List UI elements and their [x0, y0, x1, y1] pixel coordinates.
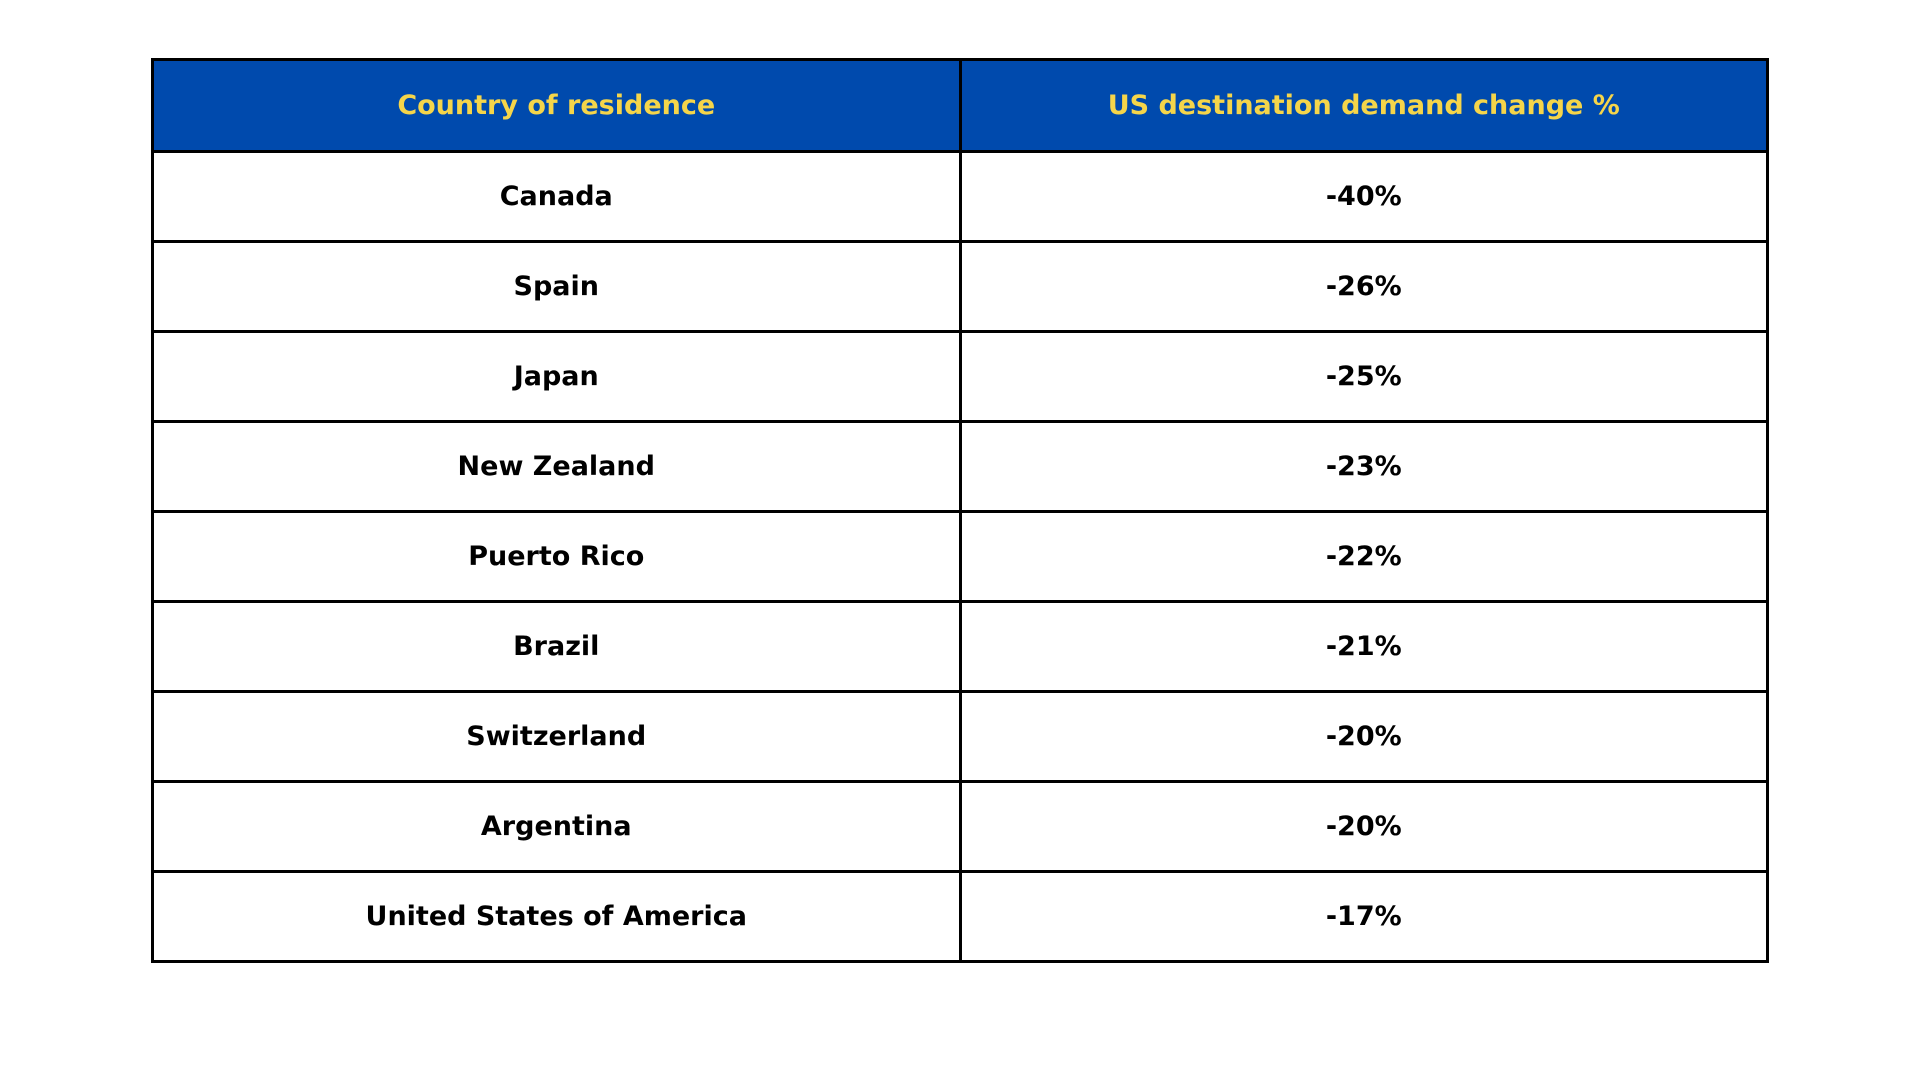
country-cell: Argentina — [151, 780, 962, 873]
country-cell: Canada — [151, 150, 962, 243]
table-row: Canada -40% — [151, 150, 1769, 243]
table-row: Spain -26% — [151, 240, 1769, 333]
table-head: Country of residence US destination deman… — [151, 58, 1769, 153]
change-cell: -25% — [958, 330, 1769, 423]
country-cell: Japan — [151, 330, 962, 423]
change-cell: -23% — [958, 420, 1769, 513]
table-row: Puerto Rico -22% — [151, 510, 1769, 603]
table-body: Canada -40% Spain -26% Japan -25% New Zealand -… — [151, 150, 1769, 963]
table-row: New Zealand -23% — [151, 420, 1769, 513]
header-cell: Country of residence — [151, 58, 962, 153]
change-cell: -21% — [958, 600, 1769, 693]
table-row: Switzerland -20% — [151, 690, 1769, 783]
country-cell: Spain — [151, 240, 962, 333]
table-row: Japan -25% — [151, 330, 1769, 423]
demand-table: Country of residence US destination deman… — [151, 58, 1769, 963]
table-row: United States of America -17% — [151, 870, 1769, 963]
header-cell: US destination demand change % — [958, 58, 1769, 153]
country-cell: United States of America — [151, 870, 962, 963]
header-row: Country of residence US destination deman… — [151, 58, 1769, 153]
change-cell: -22% — [958, 510, 1769, 603]
country-cell: New Zealand — [151, 420, 962, 513]
country-cell: Brazil — [151, 600, 962, 693]
change-cell: -20% — [958, 780, 1769, 873]
table-row: Brazil -21% — [151, 600, 1769, 693]
change-cell: -17% — [958, 870, 1769, 963]
country-cell: Puerto Rico — [151, 510, 962, 603]
country-cell: Switzerland — [151, 690, 962, 783]
change-cell: -26% — [958, 240, 1769, 333]
change-cell: -40% — [958, 150, 1769, 243]
table-row: Argentina -20% — [151, 780, 1769, 873]
change-cell: -20% — [958, 690, 1769, 783]
